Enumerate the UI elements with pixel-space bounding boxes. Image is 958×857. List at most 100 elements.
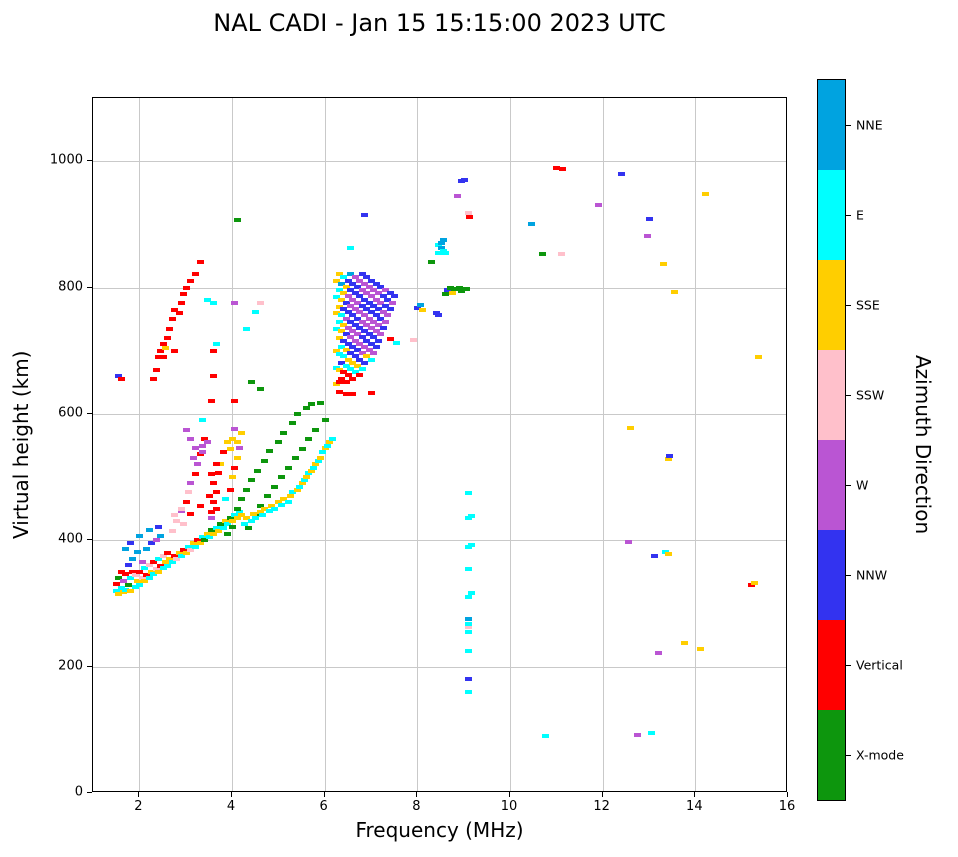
data-point <box>175 550 183 555</box>
x-tick-mark <box>601 792 603 797</box>
data-point <box>215 528 223 533</box>
data-point <box>205 494 213 499</box>
data-point <box>437 246 445 251</box>
data-point <box>458 288 466 293</box>
data-point <box>317 400 325 405</box>
data-point <box>372 281 380 286</box>
data-point <box>210 500 218 505</box>
data-point <box>203 531 211 536</box>
data-point <box>198 443 206 448</box>
data-point <box>310 465 318 470</box>
data-point <box>305 471 313 476</box>
data-point <box>266 509 274 514</box>
data-point <box>178 506 186 511</box>
data-point <box>115 575 123 580</box>
data-point <box>124 562 132 567</box>
data-point <box>196 452 204 457</box>
data-point <box>161 345 169 350</box>
data-point <box>340 275 348 280</box>
data-point <box>356 294 364 299</box>
x-tick-label: 14 <box>686 799 703 814</box>
data-point <box>379 294 387 299</box>
data-point <box>154 569 162 574</box>
gridline-y <box>93 540 786 542</box>
data-point <box>351 354 359 359</box>
data-point <box>465 629 473 634</box>
data-point <box>356 278 364 283</box>
data-point <box>342 363 350 368</box>
data-point <box>347 351 355 356</box>
data-point <box>303 405 311 410</box>
data-point <box>256 509 264 514</box>
data-point <box>136 534 144 539</box>
data-point <box>347 335 355 340</box>
data-point <box>344 325 352 330</box>
gridline-x <box>695 98 697 791</box>
data-point <box>361 297 369 302</box>
data-point <box>224 521 232 526</box>
y-tick-mark <box>87 160 92 162</box>
data-point <box>460 178 468 183</box>
data-point <box>134 550 142 555</box>
data-point <box>337 297 345 302</box>
colorbar-tick <box>846 215 851 216</box>
data-point <box>229 475 236 480</box>
colorbar-tick <box>846 485 851 486</box>
data-point <box>233 439 241 444</box>
data-point <box>462 286 470 291</box>
data-point <box>208 471 216 476</box>
data-point <box>293 411 301 416</box>
data-point <box>212 525 220 530</box>
data-point <box>122 587 130 592</box>
data-point <box>157 563 165 568</box>
data-point <box>268 503 276 508</box>
data-point <box>143 573 151 578</box>
data-point <box>173 557 181 562</box>
y-tick-mark <box>87 792 92 793</box>
data-point <box>370 303 378 308</box>
data-point <box>349 360 357 365</box>
data-point <box>361 212 369 217</box>
data-point <box>249 512 257 517</box>
data-point <box>646 217 653 222</box>
data-point <box>342 332 350 337</box>
data-point <box>416 303 424 308</box>
data-point <box>187 279 195 284</box>
data-point <box>189 456 197 461</box>
data-point <box>231 465 239 470</box>
data-point <box>291 456 299 461</box>
colorbar-label: NNW <box>856 567 888 583</box>
data-point <box>618 171 626 176</box>
data-point <box>335 367 343 372</box>
data-point <box>335 271 343 276</box>
data-point <box>117 377 125 382</box>
x-tick-mark <box>416 792 418 797</box>
data-point <box>340 370 348 375</box>
gridline-x <box>417 98 419 791</box>
data-point <box>337 329 345 334</box>
data-point <box>356 310 364 315</box>
data-point <box>354 332 362 337</box>
data-point <box>215 471 223 476</box>
colorbar-tick <box>846 125 851 126</box>
data-point <box>305 437 313 442</box>
data-point <box>347 288 355 293</box>
colorbar-label: W <box>856 477 869 493</box>
data-point <box>312 427 320 432</box>
data-point <box>363 338 371 343</box>
data-point <box>238 513 246 517</box>
data-point <box>386 337 394 342</box>
data-point <box>437 240 445 245</box>
y-tick-mark <box>87 412 92 414</box>
colorbar-title: Azimuth Direction <box>911 354 935 535</box>
data-point <box>449 290 457 295</box>
data-point <box>337 313 345 318</box>
y-tick-label: 400 <box>58 531 83 547</box>
data-point <box>465 566 473 571</box>
data-point <box>347 367 355 372</box>
data-point <box>231 513 239 517</box>
data-point <box>289 421 297 426</box>
data-point <box>122 547 130 552</box>
data-point <box>363 322 371 327</box>
data-point <box>467 591 475 596</box>
